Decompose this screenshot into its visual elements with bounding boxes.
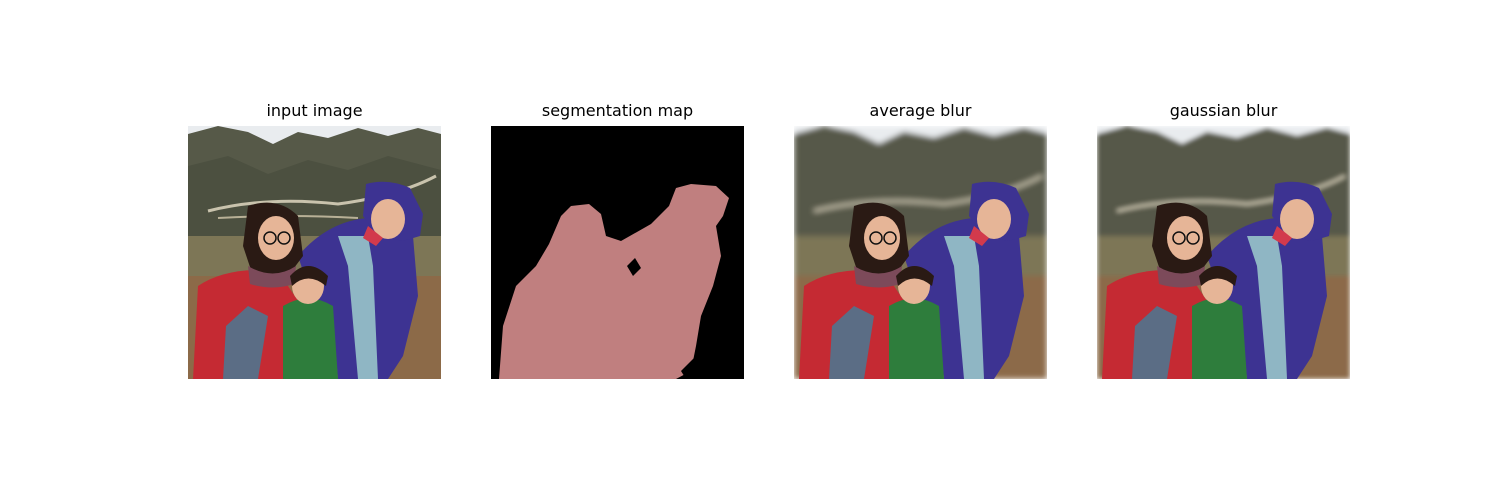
patterned-bag: [223, 306, 268, 379]
input-photo-svg: [188, 126, 441, 379]
child-hair: [290, 266, 328, 286]
segmentation-image: [491, 126, 744, 379]
gaussian-blur-svg: [1097, 126, 1350, 379]
scene-group: [188, 126, 441, 379]
left-scarf: [248, 266, 296, 288]
panel-title-input: input image: [266, 101, 363, 120]
panel-segmentation-map: segmentation map: [491, 100, 744, 380]
mask-foreground: [499, 184, 729, 379]
panel-gaussian-blur: gaussian blur: [1097, 100, 1350, 380]
gaussian-blur-image: [1097, 126, 1350, 379]
average-blur-svg: [794, 126, 1047, 379]
mask-hole: [627, 258, 641, 276]
input-photo: [188, 126, 441, 379]
sharp-people-g: [1102, 181, 1332, 379]
checked-scarf: [338, 236, 378, 379]
right-face: [371, 199, 405, 239]
panel-title-segmentation: segmentation map: [541, 101, 694, 120]
mask-notch: [681, 356, 701, 379]
right-red-scarf: [363, 226, 383, 246]
panel-input-image: input image: [188, 100, 441, 380]
average-blur-image: [794, 126, 1047, 379]
glasses-right-lens: [277, 231, 291, 245]
sharp-people-a: [799, 181, 1029, 379]
panel-average-blur: average blur: [794, 100, 1047, 380]
glasses-left-lens: [263, 231, 277, 245]
scene-road: [207, 174, 437, 213]
green-jacket: [283, 298, 338, 379]
panel-title-average-blur: average blur: [869, 101, 972, 120]
segmentation-svg: [491, 126, 744, 379]
panel-title-gaussian-blur: gaussian blur: [1169, 101, 1278, 120]
